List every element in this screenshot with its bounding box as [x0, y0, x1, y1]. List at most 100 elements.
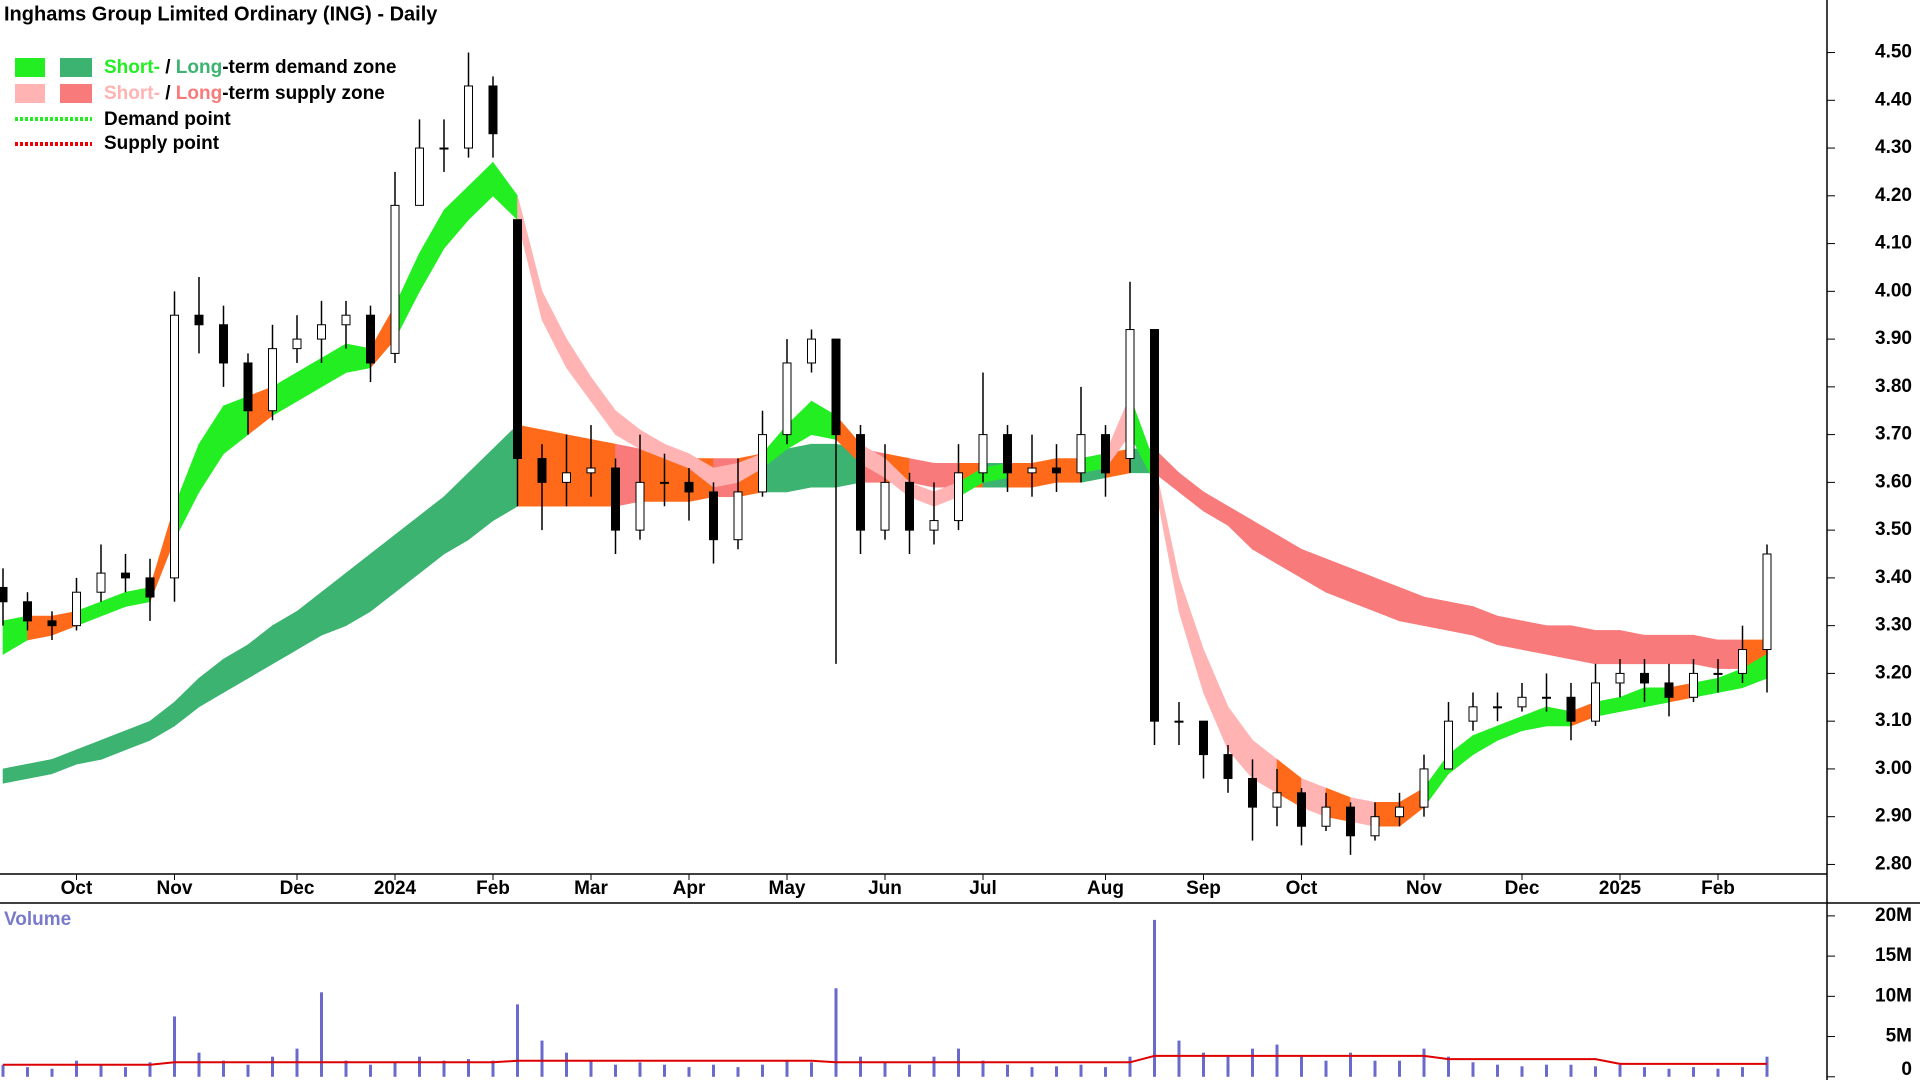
y-tick-label: 4.20 — [1875, 185, 1912, 206]
candle-body — [954, 472, 963, 522]
candle-body — [170, 314, 179, 579]
legend-swatch — [60, 58, 92, 77]
volume-bar — [491, 1060, 495, 1077]
long-zone-segment — [1448, 601, 1474, 636]
volume-tick-label: 10M — [1875, 985, 1912, 1006]
legend-part: Long — [176, 83, 222, 104]
y-tick-label: 4.40 — [1875, 89, 1912, 110]
candle-body — [513, 219, 522, 459]
volume-bar — [1496, 1064, 1499, 1077]
volume-bar — [761, 1064, 764, 1077]
candle-body — [1150, 329, 1159, 722]
long-zone-segment — [1619, 630, 1645, 665]
volume-bar — [75, 1060, 78, 1077]
volume-bar — [1545, 1064, 1548, 1077]
volume-bar — [1716, 1068, 1720, 1077]
candle-body — [1003, 434, 1012, 474]
volume-bar — [565, 1052, 568, 1077]
candle-body — [1640, 672, 1649, 684]
y-tick-label: 4.10 — [1875, 233, 1912, 254]
long-zone-segment — [1693, 634, 1719, 669]
candle-body — [758, 434, 767, 493]
legend-part: -term supply zone — [222, 83, 385, 104]
volume-bar — [589, 1060, 593, 1077]
x-tick-label: Sep — [1186, 878, 1221, 899]
candle-body — [1223, 754, 1233, 779]
legend-part: Long — [176, 57, 222, 78]
candle-body — [1272, 792, 1282, 808]
y-tick-label: 4.30 — [1875, 137, 1912, 158]
candle-body — [47, 620, 57, 627]
long-zone-segment — [811, 443, 837, 488]
volume-bar — [736, 1067, 740, 1077]
candle-body — [1738, 649, 1747, 674]
volume-bar — [1692, 1067, 1695, 1077]
candle-body — [464, 85, 473, 149]
candle-body — [1444, 720, 1453, 770]
volume-bar — [1177, 1040, 1181, 1077]
x-tick-label: Jul — [969, 878, 996, 899]
candle-body — [684, 481, 694, 493]
candle-body — [1566, 696, 1576, 722]
candle-body — [145, 577, 155, 598]
chart-title: Inghams Group Limited Ordinary (ING) - D… — [4, 3, 438, 25]
candle-body — [292, 338, 302, 350]
legend-swatch — [15, 58, 45, 77]
candle-body — [905, 481, 914, 531]
y-tick-label: 4.50 — [1875, 42, 1912, 63]
candle-body — [72, 591, 81, 627]
volume-bar — [1104, 1067, 1107, 1077]
candle-body — [1076, 434, 1086, 474]
volume-bar — [516, 1004, 519, 1077]
volume-bar — [418, 1056, 421, 1077]
x-tick-label: Nov — [1406, 878, 1442, 899]
candle-body — [1468, 706, 1478, 722]
volume-bar — [638, 1062, 642, 1077]
long-zone-segment — [1497, 615, 1523, 650]
volume-bar — [1447, 1056, 1450, 1077]
volume-ma-line — [3, 1054, 1767, 1066]
volume-bar — [712, 1064, 715, 1077]
candle-body — [1321, 806, 1331, 827]
candle-body — [929, 520, 939, 531]
candle-body — [439, 147, 449, 150]
legend-entry: Demand point — [104, 109, 231, 130]
volume-bar — [859, 1056, 862, 1077]
candle-body — [660, 481, 669, 484]
volume-bar — [1667, 1068, 1671, 1077]
volume-bar — [1373, 1060, 1377, 1077]
candle-body — [856, 434, 865, 531]
volume-bar — [1030, 1067, 1034, 1077]
volume-bar — [614, 1064, 617, 1077]
candle-body — [1762, 553, 1772, 651]
candle-body — [415, 147, 424, 206]
candle-body — [831, 338, 841, 436]
volume-bar — [663, 1064, 666, 1077]
candle-body — [807, 338, 816, 364]
legend-part: / — [160, 83, 176, 104]
x-tick-label: Apr — [673, 878, 706, 899]
candle-body — [709, 491, 718, 541]
volume-bar — [1202, 1052, 1205, 1077]
candle-body — [390, 204, 400, 354]
volume-bar — [1520, 1066, 1524, 1077]
volume-label: Volume — [4, 909, 71, 930]
legend-swatch — [60, 84, 92, 103]
candle-body — [586, 467, 596, 474]
candle-body — [1615, 672, 1625, 684]
volume-bar — [1079, 1064, 1083, 1077]
candle-body — [1591, 682, 1600, 722]
candle-body — [1370, 816, 1380, 837]
volume-bar — [1275, 1044, 1279, 1077]
candle-body — [1689, 672, 1698, 698]
x-tick-label: May — [769, 878, 806, 899]
volume-bar — [540, 1040, 544, 1077]
volume-bar — [1765, 1056, 1769, 1077]
y-tick-label: 3.90 — [1875, 328, 1912, 349]
y-tick-label: 3.10 — [1875, 710, 1912, 731]
long-zone-segment — [1546, 625, 1572, 660]
legend-part: -term demand zone — [222, 57, 396, 78]
candle-body — [317, 324, 326, 340]
legend-part: Short- — [104, 83, 160, 104]
